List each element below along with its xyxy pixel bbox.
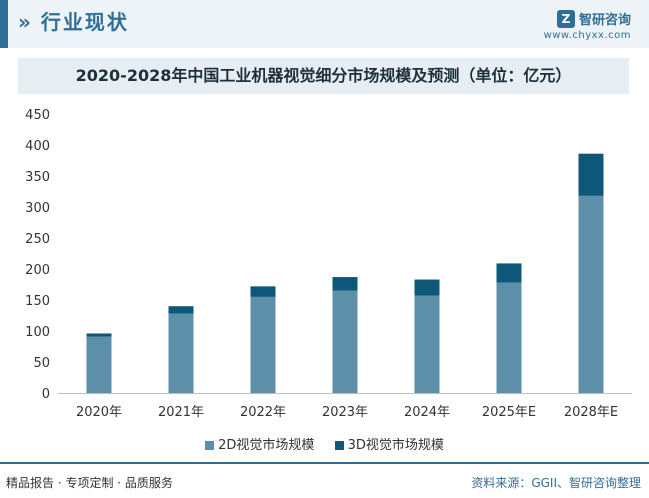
chart-title-band: 2020-2028年中国工业机器视觉细分市场规模及预测（单位：亿元）: [18, 58, 629, 94]
x-axis: 2020年 2021年 2022年 2023年 2024年 2025年E 2028年E: [58, 393, 632, 420]
logo-mark-icon: Z: [556, 9, 575, 28]
footer-source: 资料来源：GGII、智研咨询整理: [471, 476, 641, 490]
y-tick-label: 0: [42, 387, 50, 402]
legend-label-2d: 2D视觉市场规模: [218, 438, 315, 453]
y-tick-label: 400: [25, 139, 50, 154]
bar-2d-segment: [578, 195, 604, 393]
logo-name: 智研咨询: [578, 13, 631, 28]
bar-3d-segment: [496, 263, 522, 283]
y-tick-label: 250: [25, 232, 50, 247]
bar-3d-segment: [332, 277, 358, 291]
y-tick-label: 200: [25, 263, 50, 278]
bar-3d-segment: [578, 153, 604, 196]
section-title: » 行业现状: [18, 6, 129, 35]
legend-label-3d: 3D视觉市场规模: [347, 438, 444, 453]
brand-logo: Z 智研咨询 www.chyxx.com: [544, 8, 631, 41]
y-tick-label: 300: [25, 201, 50, 216]
y-axis: 0 50 100 150 200 250 300 350 400 450: [25, 108, 50, 402]
double-chevron-icon: »: [18, 10, 33, 34]
header-band: » 行业现状 Z 智研咨询 www.chyxx.com: [0, 0, 649, 48]
x-tick-label: 2021年: [158, 405, 204, 420]
legend: 2D视觉市场规模 3D视觉市场规模: [0, 434, 649, 453]
x-tick-label: 2025年E: [482, 405, 536, 420]
x-tick-label: 2028年E: [564, 405, 618, 420]
y-tick-label: 50: [33, 356, 50, 371]
legend-item-2d: 2D视觉市场规模: [205, 434, 314, 453]
legend-swatch-2d: [205, 441, 215, 450]
logo-url: www.chyxx.com: [543, 30, 631, 41]
x-tick-label: 2023年: [322, 405, 368, 420]
y-tick-label: 100: [25, 325, 50, 340]
footer-divider: [0, 462, 649, 464]
y-tick-label: 150: [25, 294, 50, 309]
x-tick-label: 2024年: [404, 405, 450, 420]
legend-swatch-3d: [334, 441, 344, 450]
legend-item-3d: 3D视觉市场规模: [334, 434, 444, 453]
footer-tagline: 精品报告 · 专项定制 · 品质服务: [6, 476, 173, 490]
footer: 精品报告 · 专项定制 · 品质服务 资料来源：GGII、智研咨询整理: [0, 466, 649, 498]
bar-3d-segment: [250, 286, 276, 297]
bar-3d-segment: [168, 306, 194, 314]
bars-group: [86, 153, 604, 393]
bar-2d-segment: [250, 296, 276, 393]
bar-2d-segment: [332, 290, 358, 393]
bar-2d-segment: [496, 282, 522, 393]
bar-2d-segment: [414, 295, 440, 393]
bar-2d-segment: [168, 313, 194, 393]
bar-2d-segment: [86, 336, 112, 393]
chart-title: 2020-2028年中国工业机器视觉细分市场规模及预测（单位：亿元）: [75, 66, 572, 85]
bar-3d-segment: [86, 333, 112, 337]
x-tick-label: 2020年: [76, 405, 122, 420]
y-tick-label: 350: [25, 170, 50, 185]
section-title-text: 行业现状: [40, 10, 129, 34]
bar-3d-segment: [414, 279, 440, 296]
y-tick-label: 450: [25, 108, 50, 123]
header-accent-bar: [0, 0, 8, 48]
x-tick-label: 2022年: [240, 405, 286, 420]
